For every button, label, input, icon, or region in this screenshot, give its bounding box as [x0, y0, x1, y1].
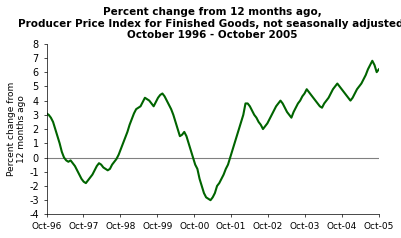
Y-axis label: Percent change from
12 months ago: Percent change from 12 months ago [7, 82, 26, 176]
Title: Percent change from 12 months ago,
Producer Price Index for Finished Goods, not : Percent change from 12 months ago, Produ… [18, 7, 401, 40]
